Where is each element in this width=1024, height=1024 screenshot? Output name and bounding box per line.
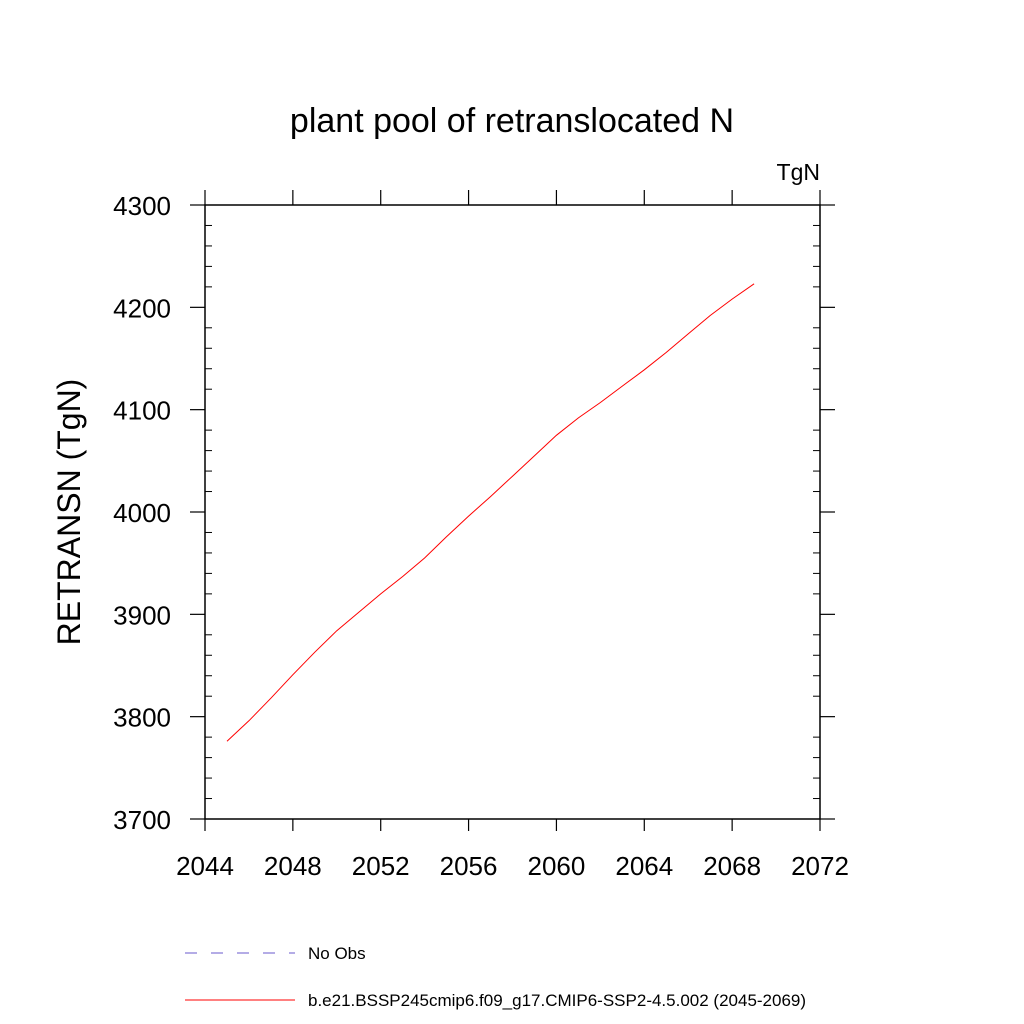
legend-label-no-obs: No Obs [308,944,366,963]
plot-lines [226,283,755,742]
axis-ticks [190,190,835,831]
legend-label-ssp245: b.e21.BSSP245cmip6.f09_g17.CMIP6-SSP2-4.… [308,991,806,1010]
x-tick-label: 2068 [703,851,761,881]
units-label: TgN [777,159,820,185]
series-line-1 [226,283,755,742]
x-tick-label: 2044 [176,851,234,881]
x-tick-label: 2064 [615,851,673,881]
x-tick-label: 2052 [352,851,410,881]
y-tick-label: 4200 [113,293,171,323]
y-tick-label: 4300 [113,191,171,221]
y-tick-label: 3800 [113,703,171,733]
y-tick-label: 4100 [113,396,171,426]
y-axis-label: RETRANSN (TgN) [51,379,87,646]
chart-title: plant pool of retranslocated N [290,102,734,140]
legend: No Obs b.e21.BSSP245cmip6.f09_g17.CMIP6-… [185,944,806,1010]
x-tick-label: 2060 [528,851,586,881]
plot-frame [204,204,821,820]
y-tick-label: 3900 [113,600,171,630]
x-tick-label: 2056 [440,851,498,881]
x-tick-label: 2072 [791,851,849,881]
y-tick-label: 3700 [113,805,171,835]
x-tick-label: 2048 [264,851,322,881]
tick-labels: 2044 2048 2052 2056 2060 2064 2068 2072 3700 3800… [113,191,849,881]
y-tick-label: 4000 [113,498,171,528]
